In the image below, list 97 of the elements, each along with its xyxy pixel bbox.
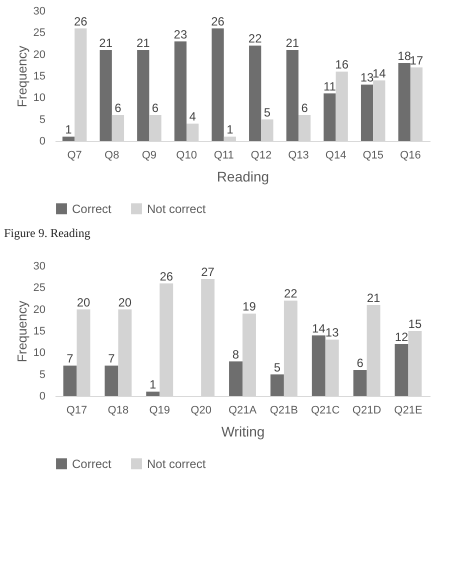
x-axis-title: Reading bbox=[216, 168, 270, 184]
data-label: 17 bbox=[410, 53, 424, 68]
legend-label: Correct bbox=[72, 456, 112, 471]
data-label: 6 bbox=[356, 356, 364, 370]
data-label: 23 bbox=[174, 27, 188, 42]
data-label: 20 bbox=[76, 295, 90, 310]
y-tick-label: 5 bbox=[39, 368, 46, 381]
data-label: 13 bbox=[325, 326, 340, 340]
data-label: 12 bbox=[394, 330, 409, 344]
bar bbox=[353, 370, 367, 396]
x-tick-label: Q7 bbox=[67, 150, 82, 162]
legend-label: Correct bbox=[72, 202, 112, 216]
data-label: 5 bbox=[264, 105, 271, 120]
bar bbox=[212, 28, 224, 141]
data-label: 7 bbox=[108, 352, 116, 366]
data-label: 15 bbox=[408, 317, 422, 331]
legend-label: Not correct bbox=[147, 456, 206, 471]
y-tick-label: 30 bbox=[33, 6, 46, 18]
bar bbox=[174, 41, 187, 141]
x-tick-label: Q12 bbox=[250, 150, 272, 162]
data-label: 6 bbox=[114, 101, 122, 115]
bar bbox=[398, 63, 410, 141]
y-tick-label: 10 bbox=[33, 92, 46, 104]
data-label: 26 bbox=[160, 269, 174, 284]
data-label: 1 bbox=[65, 122, 72, 137]
y-tick-label: 25 bbox=[33, 27, 46, 40]
data-label: 1 bbox=[150, 378, 157, 392]
bar bbox=[100, 50, 112, 141]
bar bbox=[270, 374, 284, 396]
bar bbox=[324, 93, 336, 141]
x-tick-label: Q11 bbox=[214, 150, 234, 162]
data-label: 13 bbox=[360, 70, 374, 85]
data-label: 21 bbox=[286, 36, 300, 50]
x-tick-label: Q9 bbox=[142, 150, 157, 162]
data-label: 22 bbox=[248, 32, 262, 46]
bar bbox=[62, 136, 75, 141]
x-tick-label: Q8 bbox=[104, 150, 120, 162]
data-label: 11 bbox=[323, 79, 336, 94]
bar bbox=[229, 361, 242, 396]
y-axis-title: Frequency bbox=[14, 45, 30, 108]
bar bbox=[394, 344, 408, 396]
data-label: 20 bbox=[118, 295, 132, 310]
x-tick-label: Q20 bbox=[190, 404, 212, 416]
x-tick-label: Q21C bbox=[311, 404, 340, 416]
data-label: 14 bbox=[372, 66, 386, 80]
bar bbox=[249, 46, 262, 141]
data-label: 1 bbox=[226, 122, 234, 137]
y-tick-label: 15 bbox=[33, 326, 46, 338]
bar bbox=[137, 50, 150, 141]
data-label: 6 bbox=[301, 101, 308, 115]
bar bbox=[286, 50, 298, 141]
data-label: 16 bbox=[335, 58, 349, 72]
y-tick-label: 0 bbox=[39, 390, 46, 402]
bar bbox=[146, 392, 160, 396]
data-label: 7 bbox=[66, 352, 74, 366]
x-tick-label: Q13 bbox=[288, 150, 309, 162]
x-axis-title: Writing bbox=[221, 424, 265, 440]
x-tick-label: Q18 bbox=[108, 404, 129, 416]
y-tick-label: 5 bbox=[39, 114, 46, 126]
data-label: 18 bbox=[398, 49, 412, 63]
y-tick-label: 20 bbox=[33, 48, 46, 61]
data-label: 22 bbox=[284, 286, 298, 301]
bar bbox=[63, 366, 77, 396]
y-tick-label: 20 bbox=[33, 304, 46, 316]
bar bbox=[104, 366, 118, 396]
x-tick-label: Q15 bbox=[362, 150, 384, 162]
caption: Figure 9. Reading bbox=[4, 226, 92, 241]
x-tick-label: Q16 bbox=[400, 150, 421, 162]
data-label: 26 bbox=[211, 14, 225, 28]
bar bbox=[360, 84, 374, 141]
data-label: 26 bbox=[74, 14, 88, 28]
y-tick-label: 15 bbox=[33, 70, 46, 82]
x-tick-label: Q21D bbox=[352, 404, 382, 416]
data-label: 4 bbox=[189, 110, 196, 124]
y-tick-label: 0 bbox=[39, 136, 46, 148]
legend-label: Not correct bbox=[147, 202, 206, 216]
data-label: 6 bbox=[152, 101, 159, 115]
data-label: 19 bbox=[242, 300, 256, 314]
y-tick-label: 10 bbox=[33, 347, 46, 360]
data-label: 8 bbox=[232, 347, 240, 362]
x-tick-label: Q17 bbox=[66, 404, 88, 416]
data-label: 14 bbox=[312, 321, 326, 336]
data-label: 5 bbox=[274, 360, 281, 374]
x-tick-label: Q19 bbox=[149, 404, 170, 416]
data-label: 21 bbox=[136, 36, 150, 50]
y-axis-title: Frequency bbox=[14, 300, 30, 362]
y-tick-label: 25 bbox=[33, 282, 46, 294]
bar bbox=[312, 335, 326, 396]
x-tick-label: Q10 bbox=[176, 150, 197, 162]
x-tick-label: Q21B bbox=[270, 404, 298, 416]
y-tick-label: 30 bbox=[33, 260, 46, 272]
x-tick-label: Q21A bbox=[228, 404, 258, 416]
data-label: 21 bbox=[366, 291, 381, 305]
x-tick-label: Q14 bbox=[325, 150, 346, 162]
x-tick-label: Q21E bbox=[394, 404, 422, 416]
data-label: 21 bbox=[99, 36, 113, 50]
data-label: 27 bbox=[201, 265, 215, 279]
